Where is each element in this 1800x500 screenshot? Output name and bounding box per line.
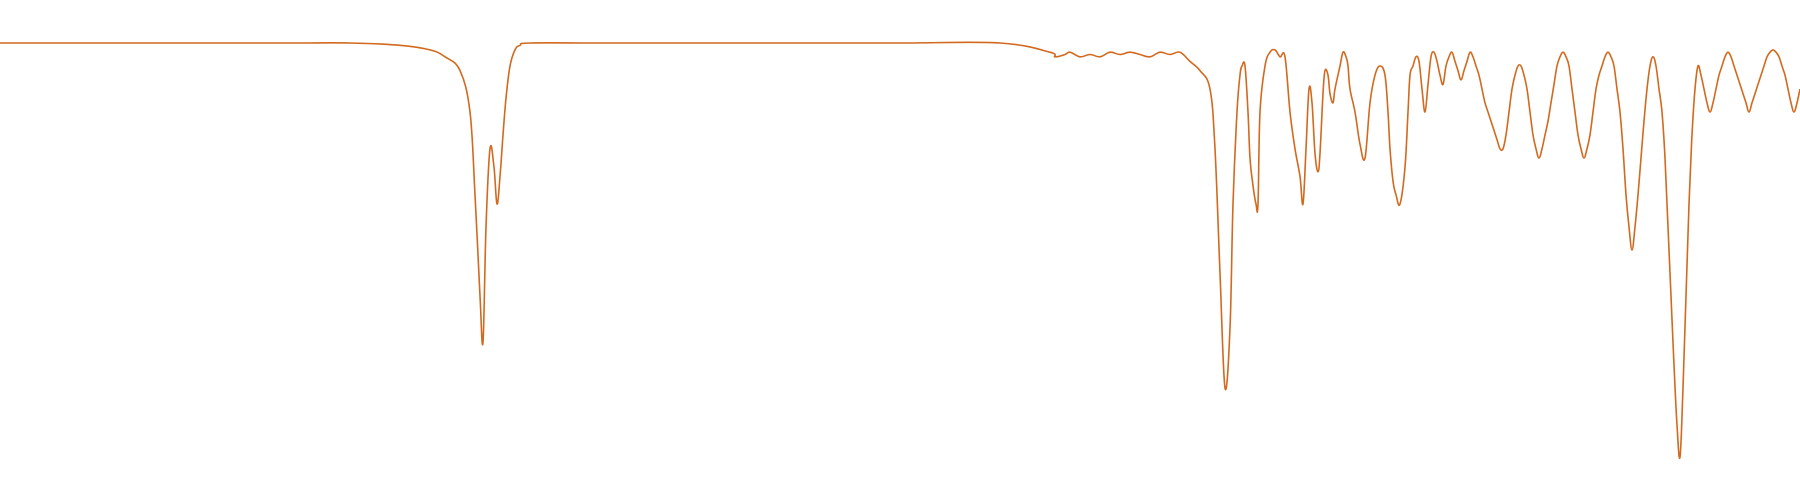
spectrum-line-series-0: [0, 41, 1800, 459]
series-layer: [0, 41, 1800, 459]
